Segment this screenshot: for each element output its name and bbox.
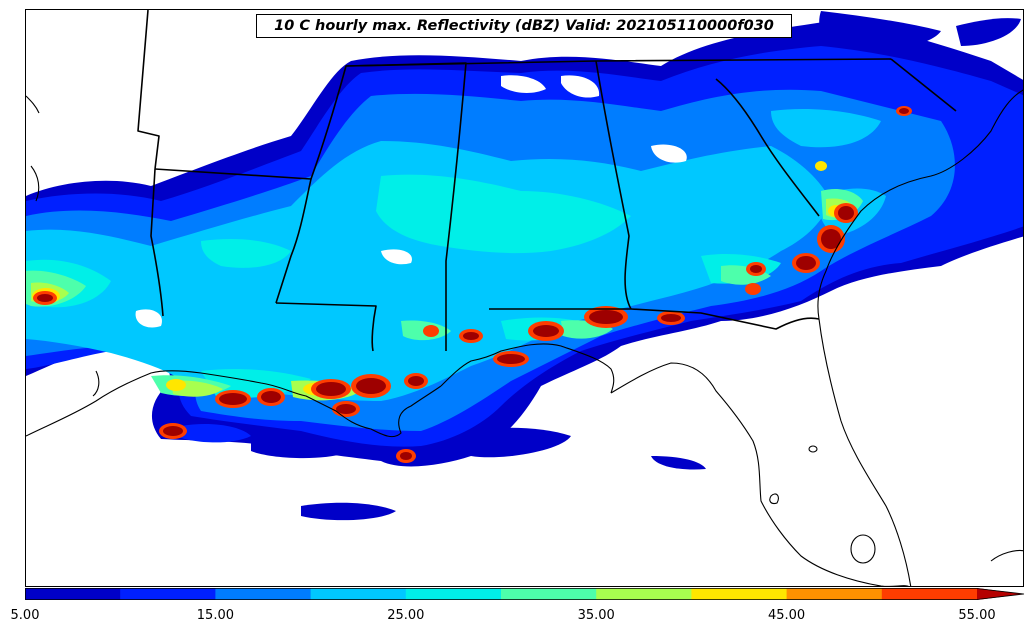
reflectivity-field — [26, 11, 1023, 521]
colorbar-tick-label: 35.00 — [577, 608, 615, 623]
colorbar-segment — [501, 588, 597, 600]
colorbar-segment — [691, 588, 788, 600]
colorbar-segment — [310, 588, 407, 600]
colorbar-segment — [881, 588, 978, 600]
colorbar-tick-label: 45.00 — [767, 608, 806, 623]
map-canvas — [26, 10, 1023, 586]
colorbar-segment — [596, 588, 692, 600]
colorbar-segment — [215, 588, 312, 600]
map-title: 10 C hourly max. Reflectivity (dBZ) Vali… — [256, 14, 792, 38]
colorbar-tick-label: 25.00 — [387, 608, 425, 623]
map-frame — [25, 9, 1024, 587]
colorbar-segment — [405, 588, 502, 600]
colorbar-tick-label: 5.00 — [10, 608, 40, 623]
coastlines — [26, 89, 1023, 586]
storm-cores — [33, 106, 912, 463]
colorbar-segment — [786, 588, 883, 600]
colorbar-tick-label: 55.00 — [958, 608, 996, 623]
colorbar — [25, 588, 1025, 600]
colorbar-tick-label: 15.00 — [196, 608, 234, 623]
state-boundaries — [137, 10, 957, 352]
colorbar-extend-arrow — [977, 588, 1024, 600]
colorbar-segment — [120, 588, 216, 600]
colorbar-outline — [25, 588, 1025, 600]
colorbar-segment — [25, 588, 121, 600]
